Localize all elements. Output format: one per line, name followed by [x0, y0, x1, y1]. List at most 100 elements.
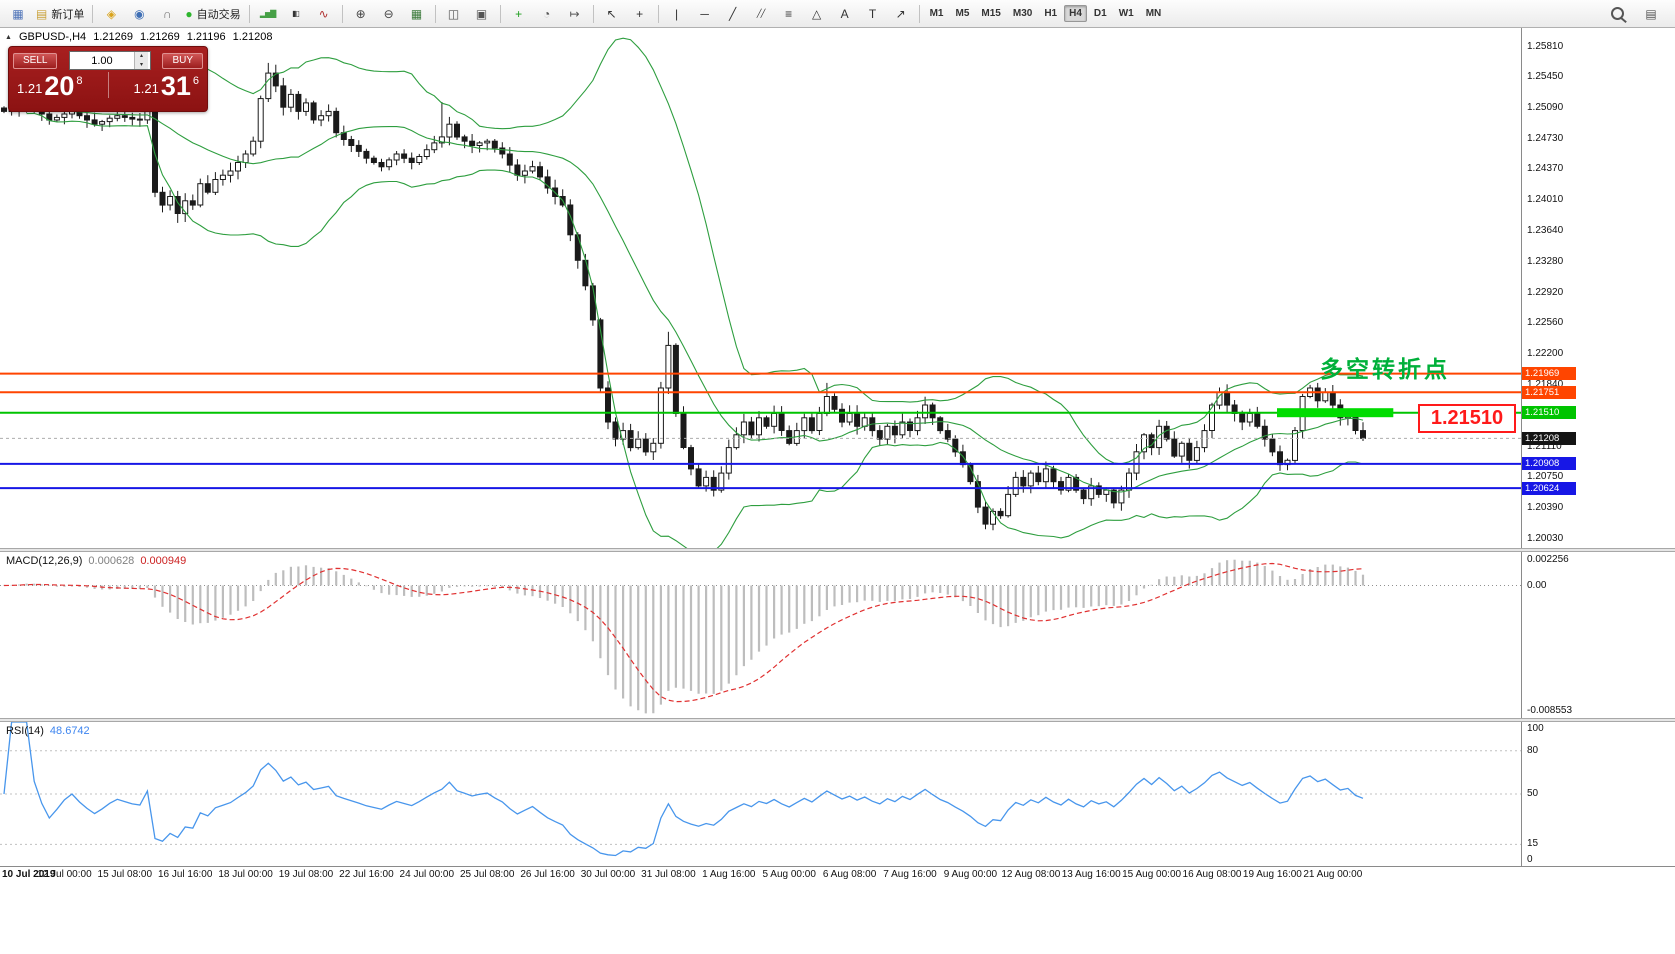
horizontal-line-button[interactable]: ─ — [691, 3, 719, 25]
crosshair-button[interactable]: + — [626, 3, 654, 25]
text-button[interactable]: A — [831, 3, 859, 25]
trendline-button[interactable]: ╱ — [719, 3, 747, 25]
candle-body — [1269, 438, 1276, 453]
chart-shift-button[interactable]: ↦ — [561, 3, 589, 25]
candle-body — [1110, 489, 1117, 504]
symbol-info: ▲ GBPUSD-,H4 1.21269 1.21269 1.21196 1.2… — [5, 31, 272, 43]
compass-icon: ◈ — [106, 6, 116, 21]
highlight-rectangle[interactable] — [1277, 408, 1394, 418]
candle-body — [1254, 413, 1261, 427]
new-order-button-label: 新订单 — [51, 8, 85, 21]
panel-splitter-macd[interactable] — [0, 548, 1675, 552]
zoom-out-button[interactable]: ⊖ — [375, 3, 403, 25]
candle-body — [1224, 391, 1231, 406]
macd-histogram — [2, 559, 1365, 714]
collapse-icon[interactable]: ▲ — [5, 33, 12, 41]
trendline-icon: ╱ — [728, 6, 737, 21]
volume-up-button[interactable]: ▴ — [139, 53, 143, 59]
timeframe-w1[interactable]: W1 — [1118, 8, 1134, 19]
panel-splitter-rsi[interactable] — [0, 718, 1675, 722]
candle-body — [1088, 485, 1095, 500]
rsi-scale-50: 50 — [1527, 788, 1539, 799]
candle-body — [99, 121, 106, 125]
sell-button[interactable]: SELL — [13, 52, 58, 69]
timeframe-m1[interactable]: M1 — [929, 8, 944, 19]
candle-body — [446, 123, 453, 138]
new-order-button[interactable]: ▤ 新订单 — [32, 3, 88, 25]
candle-body — [861, 417, 868, 427]
channel-button[interactable]: ╱╱ — [747, 3, 775, 25]
annotation-price-callout[interactable]: 1.21510 — [1418, 404, 1516, 433]
candle-body — [1193, 447, 1200, 461]
buy-price[interactable]: 1.21 31 6 — [134, 73, 199, 100]
shapes-button[interactable]: △ — [803, 3, 831, 25]
candle-body — [250, 140, 257, 155]
candle-body — [1035, 472, 1042, 483]
fibonacci-icon: ≡ — [785, 6, 793, 21]
price-line-label: 1.20624 — [1522, 481, 1576, 495]
sell-price[interactable]: 1.21 20 8 — [17, 73, 82, 100]
candle-body — [574, 234, 581, 261]
timeframe-m5[interactable]: M5 — [955, 8, 970, 19]
periods-button[interactable]: ◔ — [533, 3, 561, 25]
time-axis-label: 26 Jul 16:00 — [520, 869, 575, 880]
time-axis-label: 16 Jul 16:00 — [157, 869, 213, 880]
main-chart-canvas[interactable] — [0, 28, 1521, 548]
text-label-button[interactable]: T — [859, 3, 887, 25]
zoom-in-button[interactable]: ⊕ — [347, 3, 375, 25]
time-axis-label: 12 Aug 08:00 — [1001, 869, 1061, 880]
timeframe-h4[interactable]: H4 — [1064, 5, 1087, 22]
macd-panel-canvas[interactable] — [0, 552, 1521, 718]
cursor-button[interactable]: ↖ — [598, 3, 626, 25]
candlestick-chart-button[interactable]: ▮▯ — [282, 3, 310, 25]
arrows-icon: ↗ — [895, 6, 906, 21]
headset-button[interactable]: ∩ — [153, 3, 181, 25]
candle-body — [816, 413, 823, 431]
volume-down-button[interactable]: ▾ — [139, 61, 143, 68]
candle-body — [922, 404, 929, 419]
timeframe-mn[interactable]: MN — [1145, 8, 1162, 19]
candle-body — [1050, 468, 1057, 483]
search-button[interactable] — [1603, 3, 1631, 25]
time-axis-label: 12 Jul 00:00 — [37, 869, 92, 880]
line-chart-button[interactable]: ∿ — [310, 3, 338, 25]
rsi-panel-canvas[interactable] — [0, 722, 1521, 866]
candle-body — [650, 442, 657, 453]
candle-body — [423, 149, 430, 157]
candle-body — [167, 196, 174, 206]
compass-button[interactable]: ◈ — [97, 3, 125, 25]
rsi-name: RSI(14) — [6, 725, 44, 737]
toolbar-separator — [434, 4, 436, 23]
channel-icon: ╱╱ — [756, 8, 766, 18]
fibonacci-button[interactable]: ≡ — [775, 3, 803, 25]
candle-body — [1186, 442, 1193, 461]
timeframe-m15[interactable]: M15 — [981, 8, 1001, 19]
tile-horizontal-button[interactable]: ◫ — [440, 3, 468, 25]
timeframe-h1[interactable]: H1 — [1044, 8, 1058, 19]
candle-body — [990, 510, 996, 525]
arrows-button[interactable]: ↗ — [887, 3, 915, 25]
autotrading-button[interactable]: ● 自动交易 — [181, 3, 244, 25]
bar-chart-button[interactable]: ▂▅▇ — [254, 3, 282, 25]
one-click-trading-panel: SELL ▴ ▾ BUY 1.21 20 8 1.21 31 6 — [8, 46, 208, 112]
candle-body — [212, 179, 219, 193]
vertical-line-button[interactable]: | — [663, 3, 691, 25]
candle-body — [159, 191, 166, 206]
bollinger-upper-band — [26, 37, 1364, 465]
annotation-turning-point[interactable]: 多空转折点 — [1320, 356, 1450, 382]
chart-list-button[interactable]: ▤ — [1637, 3, 1665, 25]
toolbar-separator — [248, 4, 250, 23]
cascade-button[interactable]: ▣ — [468, 3, 496, 25]
rsi-scale-top: 100 — [1527, 723, 1544, 734]
candle-body — [1292, 430, 1298, 461]
price-tick: 1.25450 — [1527, 71, 1564, 83]
indicators-button[interactable]: + — [505, 3, 533, 25]
buy-button[interactable]: BUY — [162, 52, 203, 69]
tile-windows-button[interactable]: ▦ — [403, 3, 431, 25]
price-tick: 1.24370 — [1527, 163, 1564, 175]
volume-input[interactable] — [69, 52, 134, 69]
profiles-button[interactable]: ◉ — [125, 3, 153, 25]
timeframe-d1[interactable]: D1 — [1093, 8, 1107, 19]
timeframe-m30[interactable]: M30 — [1012, 8, 1033, 19]
chart-window-button[interactable]: ▦ — [4, 3, 32, 25]
